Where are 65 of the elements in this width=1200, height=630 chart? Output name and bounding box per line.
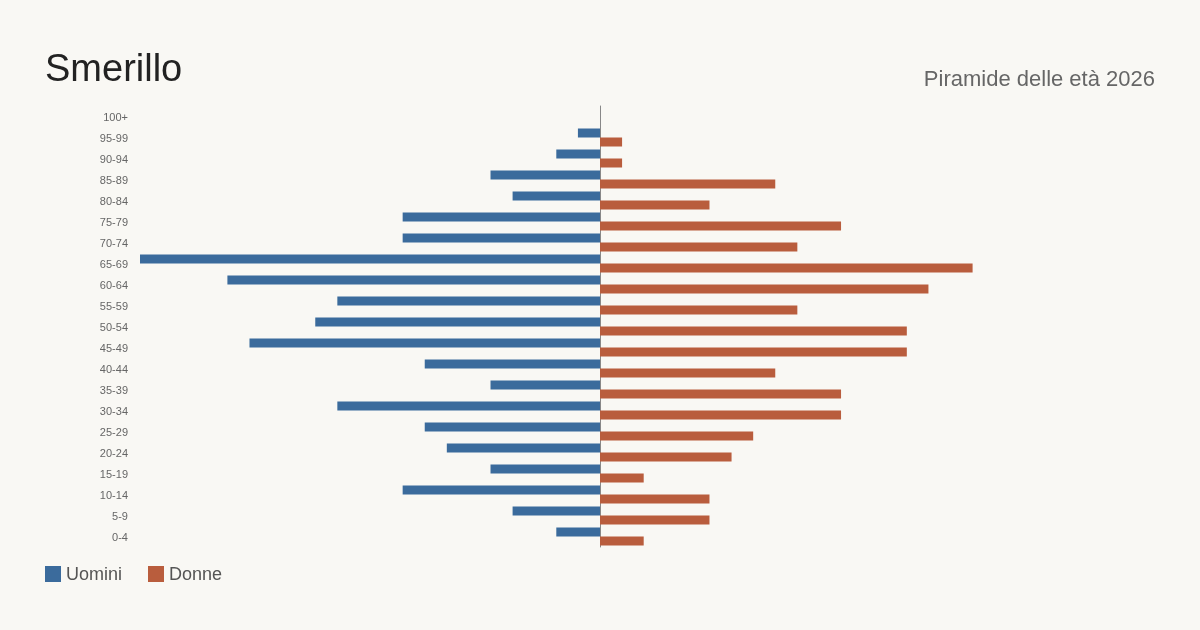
text: Piramide delle età 2026 — [923, 65, 1156, 91]
chart-title: Smerillo — [45, 47, 183, 89]
bar — [402, 233, 600, 243]
bar — [600, 431, 754, 441]
bar — [600, 494, 710, 504]
y-tick-label: 15-19 — [99, 467, 128, 480]
y-tick-label: 55-59 — [99, 299, 128, 312]
bar — [337, 296, 600, 306]
bar — [600, 263, 973, 273]
bar — [600, 200, 710, 210]
y-tick-label: 45-49 — [99, 341, 128, 354]
bar — [490, 170, 600, 180]
bar — [600, 536, 644, 546]
bar — [600, 242, 798, 252]
y-tick-label: 35-39 — [99, 383, 128, 396]
y-tick-label: 95-99 — [99, 131, 128, 144]
bar — [600, 305, 798, 315]
y-tick-label: 0-4 — [112, 530, 128, 543]
bar — [424, 359, 600, 369]
bar — [424, 422, 600, 432]
bar — [600, 158, 623, 168]
y-tick-label: 30-34 — [99, 404, 128, 417]
bar — [600, 326, 907, 336]
bar — [600, 221, 842, 231]
bar — [556, 149, 600, 159]
bar — [337, 401, 600, 411]
bar — [600, 410, 842, 420]
bar — [600, 473, 644, 483]
y-tick-label: 75-79 — [99, 215, 128, 228]
y-tick-label: 65-69 — [99, 257, 128, 270]
bar — [490, 380, 600, 390]
bar — [600, 347, 907, 357]
y-tick-label: 70-74 — [99, 236, 128, 249]
bar — [600, 179, 776, 189]
bar — [600, 368, 776, 378]
bar — [249, 338, 600, 348]
bar — [402, 485, 600, 495]
bar — [600, 515, 710, 525]
bar — [315, 317, 600, 327]
y-tick-label: 60-64 — [99, 278, 128, 291]
y-tick-label: 40-44 — [99, 362, 128, 375]
y-tick-label: 90-94 — [99, 152, 128, 165]
bar — [402, 212, 600, 222]
y-tick-label: 100+ — [103, 110, 128, 123]
bar — [600, 389, 842, 399]
bar — [600, 284, 929, 294]
bar — [556, 527, 600, 537]
y-tick-label: 80-84 — [99, 194, 128, 207]
bar — [512, 506, 600, 516]
y-tick-label: 20-24 — [99, 446, 128, 459]
bar — [600, 452, 732, 462]
bar — [490, 464, 600, 474]
bar — [227, 275, 600, 285]
y-tick-label: 10-14 — [99, 488, 128, 501]
legend-label: Donne — [169, 564, 223, 584]
y-tick-label: 85-89 — [99, 173, 128, 186]
bar — [140, 254, 600, 264]
bar — [600, 137, 623, 147]
bar — [446, 443, 600, 453]
y-tick-label: 50-54 — [99, 320, 128, 333]
bar — [512, 191, 600, 201]
y-tick-label: 5-9 — [112, 509, 128, 522]
y-tick-label: 25-29 — [99, 425, 128, 438]
bar — [577, 128, 600, 138]
legend-label: Uomini — [66, 564, 123, 584]
